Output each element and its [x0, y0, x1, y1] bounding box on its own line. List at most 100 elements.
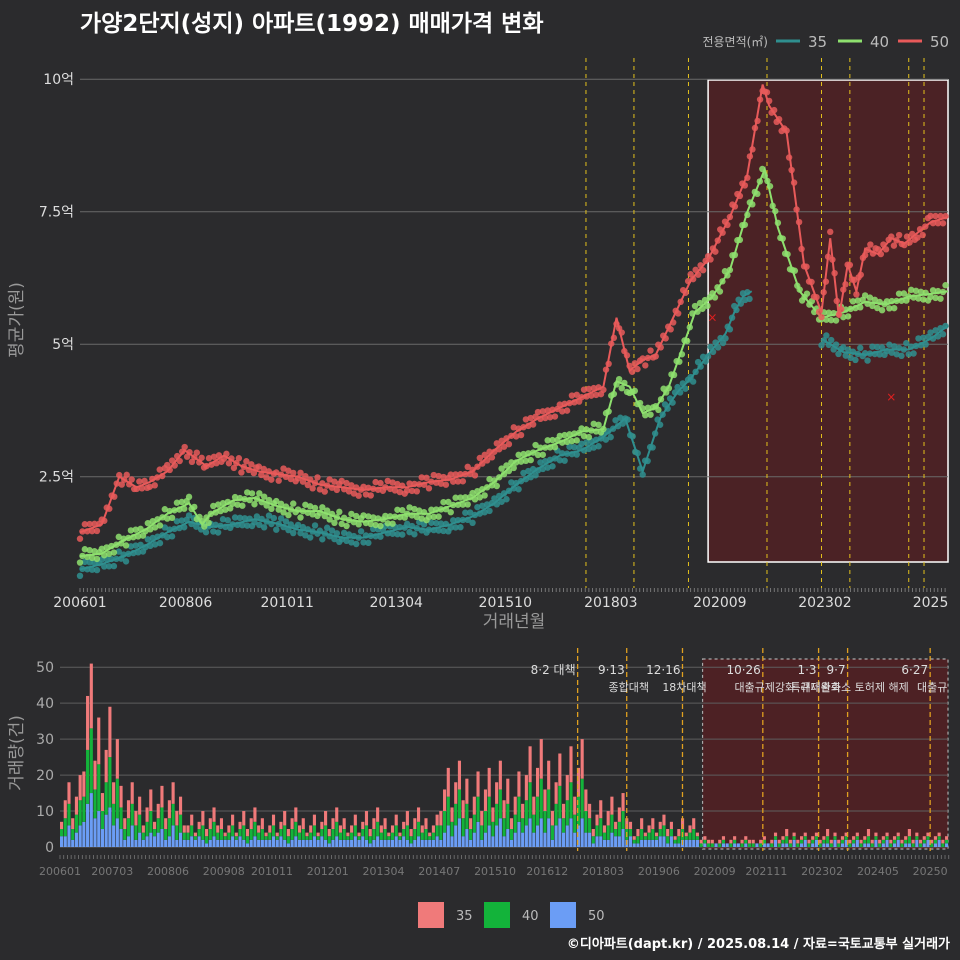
volume-bar-35 [469, 818, 473, 830]
volume-bar-40 [160, 807, 164, 830]
volume-bar-35 [227, 825, 231, 833]
volume-bar-40 [197, 829, 201, 837]
volume-bar-35 [201, 811, 205, 826]
scatter-point-35 [348, 539, 355, 546]
volume-bar-50 [692, 839, 696, 847]
scatter-point-50 [250, 469, 258, 477]
scatter-point-50 [151, 482, 158, 489]
y-axis-title: 평균가(원) [7, 282, 27, 358]
volume-bar-50 [762, 843, 766, 847]
scatter-point-40 [704, 302, 711, 310]
scatter-point-35 [556, 457, 563, 464]
volume-bar-35 [617, 807, 621, 822]
volume-bar-35 [892, 836, 897, 840]
volume-bar-50 [502, 836, 506, 847]
volume-bar-35 [833, 832, 837, 837]
volume-bar-35 [684, 832, 688, 837]
volume-bar-40 [658, 829, 662, 837]
outlier-marker: × [707, 311, 717, 325]
volume-bar-35 [677, 829, 681, 837]
volume-bar-40 [710, 843, 714, 847]
scatter-point-50 [818, 313, 825, 321]
scatter-point-50 [932, 212, 939, 220]
legend-label-50: 50 [930, 33, 949, 51]
volume-bar-35 [636, 829, 640, 837]
scatter-point-50 [338, 477, 345, 485]
volume-bar-35 [491, 807, 495, 822]
volume-bar-50 [904, 843, 908, 847]
scatter-point-40 [319, 504, 326, 511]
volume-bar-35 [710, 839, 714, 844]
scatter-point-40 [239, 502, 246, 509]
legend-label-35: 35 [808, 33, 827, 51]
volume-bar-35 [859, 839, 863, 844]
volume-bar-35 [662, 814, 666, 826]
volume-bar-40 [126, 818, 131, 837]
volume-y-tick-label: 50 [36, 660, 54, 676]
volume-bar-35 [126, 800, 131, 819]
volume-bar-35 [785, 829, 789, 837]
volume-bar-50 [93, 818, 97, 847]
scatter-point-35 [406, 528, 413, 536]
scatter-point-40 [268, 505, 275, 513]
volume-bar-35 [907, 829, 911, 837]
scatter-point-35 [394, 530, 401, 538]
volume-bar-35 [588, 803, 592, 819]
volume-bar-50 [67, 825, 71, 847]
scatter-point-40 [618, 384, 625, 392]
scatter-point-35 [345, 531, 353, 538]
volume-bar-50 [866, 843, 871, 847]
volume-bar-50 [416, 836, 421, 847]
volume-bar-40 [372, 829, 376, 840]
volume-bar-40 [335, 821, 339, 837]
volume-bar-50 [606, 839, 610, 847]
scatter-point-50 [367, 492, 374, 499]
scatter-point-35 [462, 509, 469, 516]
volume-bar-35 [945, 836, 949, 840]
volume-bar-50 [595, 836, 599, 847]
scatter-point-50 [136, 478, 143, 485]
scatter-point-50 [193, 449, 200, 456]
volume-bar-40 [870, 843, 874, 847]
scatter-point-50 [198, 454, 205, 461]
volume-bar-35 [558, 753, 562, 786]
scatter-point-35 [333, 530, 341, 537]
scatter-point-40 [869, 302, 876, 310]
volume-bar-50 [513, 832, 517, 847]
volume-bar-35 [331, 818, 335, 830]
scatter-point-35 [566, 443, 573, 450]
volume-bar-35 [926, 832, 930, 837]
scatter-point-35 [886, 341, 893, 348]
volume-bar-50 [439, 839, 443, 847]
scatter-point-50 [76, 535, 84, 542]
volume-bar-40 [781, 839, 785, 844]
scatter-point-40 [256, 490, 263, 497]
volume-bar-35 [305, 832, 309, 837]
scatter-point-50 [248, 461, 255, 468]
volume-bar-40 [688, 832, 692, 840]
volume-bar-35 [866, 829, 871, 837]
scatter-point-35 [590, 444, 597, 451]
volume-bar-40 [785, 836, 789, 844]
scatter-point-50 [321, 488, 328, 495]
scatter-point-50 [377, 479, 384, 487]
volume-bar-40 [651, 829, 655, 840]
volume-bar-40 [342, 829, 346, 840]
scatter-point-40 [585, 433, 593, 441]
volume-bar-40 [141, 832, 145, 840]
volume-y-tick-label: 20 [36, 768, 54, 784]
volume-bar-35 [376, 807, 380, 822]
volume-bar-35 [922, 836, 926, 840]
volume-bar-50 [398, 839, 402, 847]
scatter-point-40 [871, 296, 879, 303]
scatter-point-35 [847, 354, 854, 362]
volume-bar-40 [428, 836, 432, 840]
volume-bar-40 [483, 811, 488, 833]
volume-bar-40 [747, 843, 752, 847]
volume-bar-35 [654, 832, 659, 837]
scatter-point-40 [231, 493, 239, 501]
scatter-point-50 [403, 487, 411, 494]
volume-legend-label-35: 35 [456, 909, 473, 924]
volume-bar-40 [814, 836, 818, 840]
scatter-point-50 [362, 491, 370, 498]
